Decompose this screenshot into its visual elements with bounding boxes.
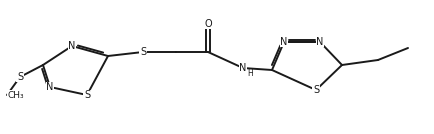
Text: N: N (46, 82, 54, 92)
Text: S: S (84, 90, 90, 100)
Text: S: S (313, 85, 319, 95)
Text: N: N (316, 37, 324, 47)
Text: S: S (17, 72, 23, 82)
Text: N: N (239, 63, 247, 73)
Text: N: N (280, 37, 288, 47)
Text: CH₃: CH₃ (7, 90, 23, 100)
Text: O: O (204, 19, 212, 29)
Text: N: N (68, 41, 76, 51)
Text: S: S (140, 47, 146, 57)
Text: H: H (247, 68, 253, 77)
